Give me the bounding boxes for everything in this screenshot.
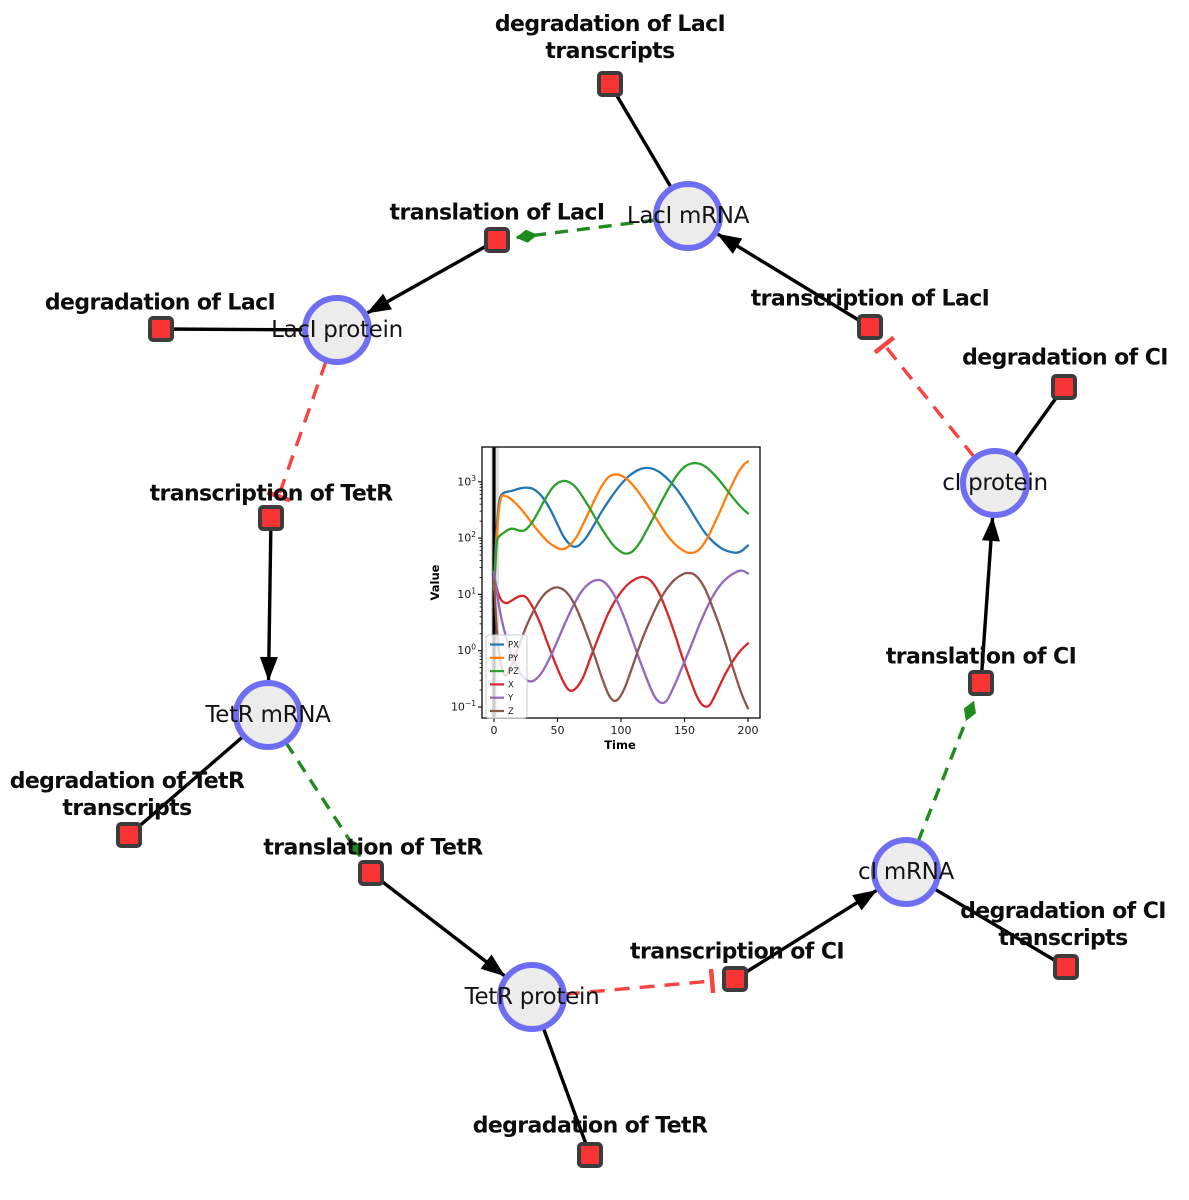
reaction-node-deg_tetR_tr xyxy=(116,822,142,848)
legend-label-Z: Z xyxy=(508,707,514,717)
x-axis-label: Time xyxy=(604,738,636,752)
reaction-node-transl_cI xyxy=(968,670,994,696)
reaction-label-deg_tetR: degradation of TetR xyxy=(473,1113,708,1140)
y-tick-label: 103 xyxy=(457,474,476,489)
series-line-PX xyxy=(492,466,750,582)
reaction-label-deg_lacI: degradation of LacI xyxy=(44,290,276,317)
edge-production-transc_cI-cI_mRNA xyxy=(734,889,878,981)
reaction-label-line: degradation of TetR xyxy=(472,1113,708,1139)
reaction-label-line: degradation of CI xyxy=(962,345,1168,371)
y-tick-label: 10−1 xyxy=(451,699,476,714)
species-node-cI_protein xyxy=(960,448,1030,518)
edge-production-transl_lacI-lacI_protein xyxy=(366,238,498,315)
reaction-label-transc_lacI: transcription of LacI xyxy=(750,286,990,313)
y-tick-label: 101 xyxy=(457,586,476,601)
legend-label-PZ: PZ xyxy=(508,667,519,677)
x-tick-label: 100 xyxy=(611,724,632,737)
reaction-node-deg_cI_tr xyxy=(1053,954,1079,980)
edge-inhibition-lacI_protein-transc_tetR xyxy=(266,360,328,503)
species-label-cI_mRNA: cI mRNA xyxy=(858,859,954,885)
legend-label-PX: PX xyxy=(508,641,519,651)
reaction-label-line: transcription of CI xyxy=(630,939,845,965)
reaction-label-transl_lacI: translation of LacI xyxy=(390,200,605,227)
y-tick-label: 100 xyxy=(457,643,476,658)
species-label-lacI_mRNA: LacI mRNA xyxy=(626,203,750,229)
edge-production-transl_cI-cI_protein xyxy=(979,516,1000,684)
reaction-node-deg_lacI xyxy=(148,316,174,342)
reaction-label-transl_tetR: translation of TetR xyxy=(263,835,483,862)
reaction-label-line: transcripts xyxy=(545,39,675,64)
timeseries-plot: 0 50 100 150 200 10−1 100 101 102 103 Time Value PX P… xyxy=(428,446,761,752)
reaction-node-transl_lacI xyxy=(484,227,510,253)
reaction-label-line: translation of CI xyxy=(885,644,1077,670)
reaction-label-line: translation of TetR xyxy=(263,835,483,861)
edge-production-transc_lacI-lacI_mRNA xyxy=(716,232,871,329)
reaction-label-line: degradation of CI xyxy=(960,899,1166,924)
y-axis-label: Value xyxy=(428,564,442,600)
reaction-label-line: degradation of TetR xyxy=(9,769,245,794)
reaction-label-line: transcripts xyxy=(998,926,1128,951)
species-node-tetR_mRNA xyxy=(233,680,303,750)
reaction-node-transc_tetR xyxy=(258,505,284,531)
legend-label-PY: PY xyxy=(508,654,519,664)
x-tick-label: 0 xyxy=(491,724,498,737)
species-label-tetR_mRNA: TetR mRNA xyxy=(205,702,331,728)
species-node-tetR_protein xyxy=(497,962,567,1032)
reaction-node-deg_cI xyxy=(1051,374,1077,400)
x-tick-label: 150 xyxy=(674,724,695,737)
edge-modifier-tetR_mRNA-transl_tetR xyxy=(284,741,362,858)
reaction-label-line: transcription of TetR xyxy=(149,481,393,507)
reaction-node-transc_lacI xyxy=(857,314,883,340)
legend-label-Y: Y xyxy=(507,694,514,704)
series-line-PZ xyxy=(492,461,750,592)
series-line-PY xyxy=(492,460,750,588)
reaction-node-transl_tetR xyxy=(358,860,384,886)
reaction-label-line: transcription of LacI xyxy=(750,286,990,312)
series-line-X xyxy=(492,575,750,708)
species-label-tetR_protein: TetR protein xyxy=(464,984,600,1010)
edge-production-transc_tetR-tetR_mRNA xyxy=(259,517,278,682)
species-node-cI_mRNA xyxy=(871,837,941,907)
reaction-label-transc_cI: transcription of CI xyxy=(630,939,845,966)
reaction-label-transc_tetR: transcription of TetR xyxy=(150,481,393,508)
species-node-lacI_protein xyxy=(302,295,372,365)
edge-modifier-cI_mRNA-transl_cI xyxy=(916,700,976,842)
timeseries-inset-chart: 0 50 100 150 200 10−1 100 101 102 103 Time Value PX P… xyxy=(425,437,775,767)
reaction-label-transl_cI: translation of CI xyxy=(885,644,1077,671)
species-label-lacI_protein: LacI protein xyxy=(271,317,403,343)
reaction-label-deg_cI_tr: degradation of CI transcripts xyxy=(960,898,1166,952)
reaction-label-line: transcripts xyxy=(62,796,192,821)
edge-modifier-lacI_mRNA-transl_lacI xyxy=(515,218,656,243)
reaction-node-transc_cI xyxy=(722,966,748,992)
edge-production-transl_tetR-tetR_protein xyxy=(369,871,506,977)
reaction-label-line: degradation of LacI xyxy=(44,290,276,316)
edge-inhibition-cI_protein-transc_lacI xyxy=(873,335,976,459)
legend-label-X: X xyxy=(508,680,514,690)
reaction-label-deg_tetR_tr: degradation of TetR transcripts xyxy=(10,768,245,822)
x-tick-label: 50 xyxy=(551,724,565,737)
y-tick-label: 102 xyxy=(457,530,476,545)
reaction-node-deg_lacI_tr xyxy=(597,71,623,97)
reaction-label-line: translation of LacI xyxy=(389,200,605,226)
x-tick-label: 200 xyxy=(738,724,759,737)
reaction-label-line: degradation of LacI xyxy=(494,12,726,37)
reaction-label-deg_cI: degradation of CI xyxy=(962,345,1168,372)
reaction-label-deg_lacI_tr: degradation of LacI transcripts xyxy=(494,11,726,65)
legend-box xyxy=(485,634,528,719)
species-node-lacI_mRNA xyxy=(653,181,723,251)
reaction-node-deg_tetR xyxy=(577,1142,603,1168)
species-label-cI_protein: cI protein xyxy=(942,470,1048,496)
